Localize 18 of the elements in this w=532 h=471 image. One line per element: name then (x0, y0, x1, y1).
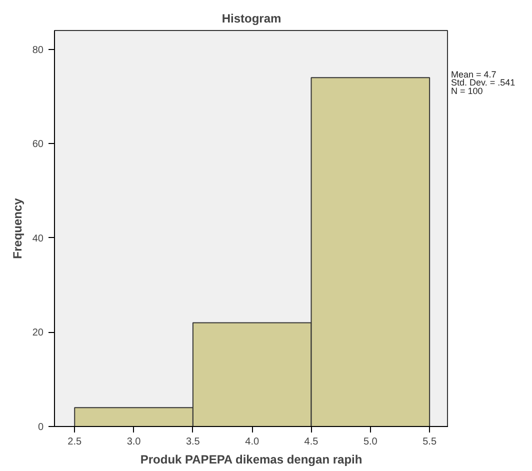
x-axis-title: Produk PAPEPA dikemas dengan rapih (140, 452, 362, 466)
y-tick-label: 20 (32, 328, 44, 339)
text: N = 100 (451, 86, 483, 96)
y-tick-label: 60 (32, 139, 44, 150)
y-tick-label: 0 (38, 422, 44, 433)
y-axis-title: Frequency (10, 198, 24, 259)
y-tick-label: 40 (32, 233, 44, 244)
chart-title: Histogram (222, 12, 282, 26)
x-tick-label: 4.5 (304, 436, 319, 448)
x-tick-label: 3.0 (126, 436, 142, 448)
y-tick-label: 80 (32, 44, 44, 56)
text: Mean = 4.7 (451, 69, 496, 80)
x-tick-label: 3.5 (186, 436, 200, 448)
text: Std. Dev. = .541 (451, 78, 516, 88)
x-tick-label: 5.5 (422, 436, 437, 448)
x-tick-label: 2.5 (68, 436, 82, 448)
x-tick-label: 5.0 (363, 436, 378, 448)
x-tick-label: 4.0 (245, 436, 260, 448)
